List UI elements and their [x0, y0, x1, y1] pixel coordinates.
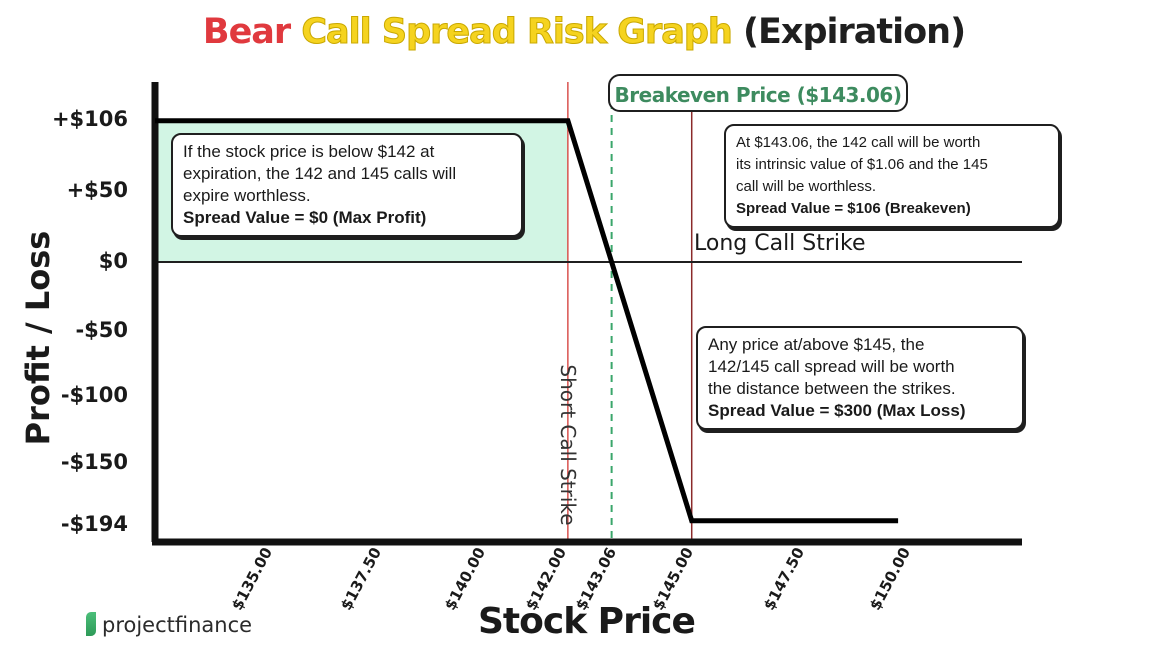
title-part-spread: Call Spread Risk Graph [301, 12, 733, 53]
note-line: expire worthless. [183, 186, 311, 205]
y-tick-label: -$100 [60, 383, 128, 407]
note-bold-line: Spread Value = $106 (Breakeven) [736, 200, 971, 217]
y-tick-label: $0 [98, 249, 128, 273]
max-profit-note: If the stock price is below $142 at expi… [171, 133, 523, 237]
max-loss-note: Any price at/above $145, the 142/145 cal… [696, 326, 1024, 430]
y-tick-label: +$106 [51, 107, 128, 131]
title-part-expiration: (Expiration) [742, 12, 966, 52]
note-line: expiration, the 142 and 145 calls will [183, 164, 457, 183]
note-line: 142/145 call spread will be worth [708, 357, 955, 376]
note-line: its intrinsic value of $1.06 and the 145 [736, 156, 988, 173]
y-tick-label: -$194 [60, 512, 128, 536]
note-bold-line: Spread Value = $0 (Max Profit) [183, 208, 427, 227]
note-line: If the stock price is below $142 at [183, 142, 435, 161]
note-line: the distance between the strikes. [708, 379, 956, 398]
x-axis-label: Stock Price [478, 601, 696, 642]
y-tick-label: -$150 [60, 450, 128, 474]
brand-logo: projectfinance [86, 612, 252, 637]
breakeven-label: Breakeven Price ($143.06) [608, 74, 908, 112]
note-line: Any price at/above $145, the [708, 335, 925, 354]
brand-icon [86, 612, 96, 636]
note-line: At $143.06, the 142 call will be worth [736, 134, 981, 151]
y-tick-label: +$50 [66, 178, 128, 202]
payoff-line [155, 118, 899, 524]
chart-title: Bear Call Spread Risk Graph (Expiration) [0, 12, 1168, 53]
title-part-bear: Bear [202, 12, 291, 52]
note-bold-line: Spread Value = $300 (Max Loss) [708, 401, 966, 420]
long-call-strike-label: Long Call Strike [694, 231, 866, 256]
breakeven-note: At $143.06, the 142 call will be worth i… [724, 124, 1060, 228]
note-line: call will be worthless. [736, 178, 877, 195]
y-tick-label: -$50 [75, 318, 128, 342]
short-call-strike-label: Short Call Strike [556, 364, 580, 526]
